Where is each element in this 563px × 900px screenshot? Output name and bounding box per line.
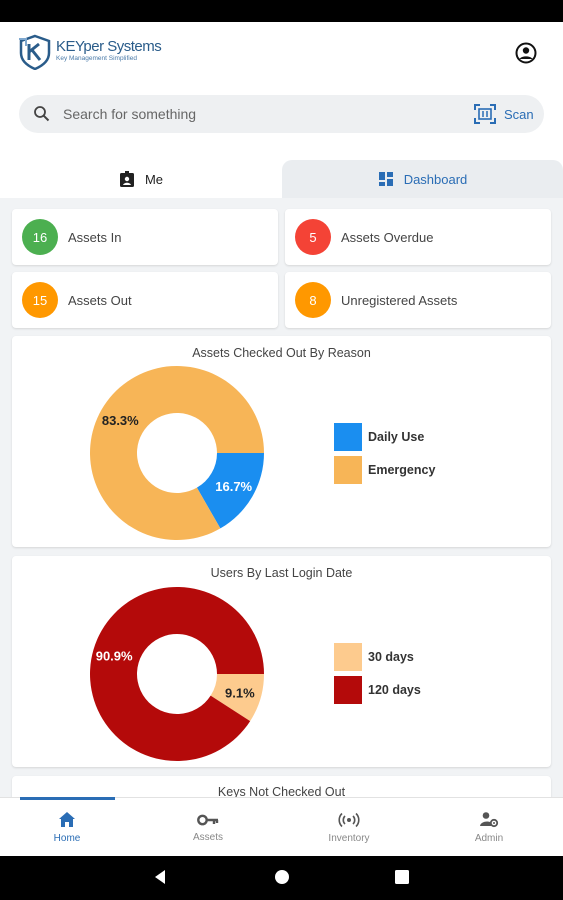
pie-slice-120-days: [89, 587, 264, 761]
barcode-scan-icon: [474, 104, 496, 124]
pie-slice-daily-use: [196, 453, 264, 529]
pie-slice-30-days: [210, 674, 264, 722]
chart-legend: Daily Use Emergency: [334, 420, 435, 486]
active-tab-indicator: [20, 797, 115, 800]
tab-bar: Me Dashboard: [0, 152, 563, 198]
search-icon: [34, 106, 50, 122]
legend-item: 30 days: [334, 640, 421, 673]
search-input[interactable]: [63, 104, 423, 124]
legend-label: 120 days: [368, 682, 421, 697]
nav-label: Inventory: [328, 832, 370, 844]
tab-dashboard-label: Dashboard: [403, 171, 468, 187]
nav-inventory[interactable]: Inventory: [279, 798, 419, 857]
stat-label: Assets In: [68, 229, 122, 245]
slice-value-label: 9.1%: [225, 685, 255, 700]
legend-label: Emergency: [368, 462, 436, 477]
legend-swatch: [334, 642, 362, 671]
stat-assets-in[interactable]: 16 Assets In: [12, 209, 278, 265]
admin-gear-icon: [480, 812, 499, 828]
stat-assets-overdue[interactable]: 5 Assets Overdue: [285, 209, 551, 265]
back-icon[interactable]: [152, 868, 168, 886]
dashboard-icon: [378, 172, 393, 186]
stat-label: Assets Overdue: [341, 229, 434, 245]
slice-value-label: 90.9%: [96, 649, 133, 664]
legend-item: Daily Use: [334, 420, 435, 453]
nav-label: Admin: [474, 833, 504, 844]
search-bar: Scan: [19, 95, 544, 133]
system-navigation-bar: [0, 856, 563, 900]
donut-chart: 9.1% 90.9%: [89, 587, 264, 761]
count-badge: 15: [22, 282, 58, 318]
status-bar: [0, 0, 563, 22]
home-circle-icon[interactable]: [273, 868, 291, 886]
legend-item: Emergency: [334, 453, 435, 486]
tab-me-label: Me: [144, 171, 164, 187]
shield-logo-icon: [19, 34, 51, 71]
scan-label: Scan: [504, 106, 534, 122]
broadcast-icon: [338, 812, 360, 827]
logo-subtitle: Key Management Simplified: [56, 55, 137, 62]
stat-assets-out[interactable]: 15 Assets Out: [12, 272, 278, 328]
scan-button[interactable]: Scan: [474, 102, 534, 126]
donut-chart: 16.7% 83.3%: [89, 366, 264, 540]
account-button[interactable]: [515, 42, 537, 64]
nav-label: Home: [53, 833, 81, 844]
chart-card-reason: Assets Checked Out By Reason 16.7% 83.3% …: [12, 336, 551, 547]
pie-slice-emergency: [89, 366, 264, 540]
legend-swatch: [334, 422, 362, 451]
home-icon: [59, 812, 75, 827]
legend-swatch: [334, 675, 362, 704]
chart-card-login: Users By Last Login Date 9.1% 90.9% 30 da…: [12, 556, 551, 767]
chart-title: Users By Last Login Date: [210, 566, 353, 580]
account-circle-icon: [515, 42, 537, 64]
logo-title: KEYper Systems: [56, 38, 162, 55]
stat-label: Assets Out: [68, 292, 132, 308]
key-icon: [197, 814, 219, 825]
tab-me[interactable]: Me: [0, 160, 282, 198]
slice-value-label: 16.7%: [215, 479, 252, 494]
nav-home[interactable]: Home: [0, 798, 137, 857]
legend-label: Daily Use: [368, 429, 425, 444]
chart-title: Assets Checked Out By Reason: [192, 346, 371, 360]
stat-unregistered-assets[interactable]: 8 Unregistered Assets: [285, 272, 551, 328]
nav-label: Assets: [192, 831, 223, 843]
legend-item: 120 days: [334, 673, 421, 706]
tab-dashboard[interactable]: Dashboard: [282, 160, 563, 198]
badge-icon: [119, 170, 134, 187]
chart-title: Keys Not Checked Out: [217, 785, 346, 799]
legend-swatch: [334, 455, 362, 484]
nav-assets[interactable]: Assets: [138, 798, 278, 857]
bottom-navigation: Home Assets Inventory Admin: [0, 797, 563, 856]
stat-label: Unregistered Assets: [341, 292, 458, 308]
count-badge: 16: [22, 219, 58, 255]
app-bar: KEYper Systems Key Management Simplified: [0, 22, 563, 88]
recents-icon[interactable]: [394, 868, 410, 886]
chart-legend: 30 days 120 days: [334, 640, 421, 706]
legend-label: 30 days: [368, 649, 414, 664]
app-logo: KEYper Systems Key Management Simplified: [18, 34, 162, 74]
slice-value-label: 83.3%: [102, 413, 139, 428]
count-badge: 8: [295, 282, 331, 318]
count-badge: 5: [295, 219, 331, 255]
nav-admin[interactable]: Admin: [419, 798, 559, 857]
search-section: Scan: [0, 88, 563, 152]
